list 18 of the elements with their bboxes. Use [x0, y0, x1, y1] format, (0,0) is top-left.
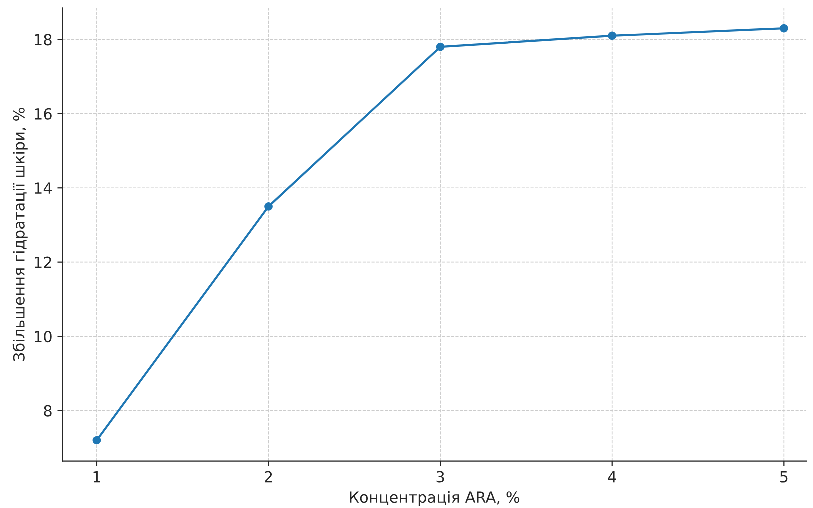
y-tick-label: 18: [35, 34, 52, 46]
x-tick-label: 4: [608, 471, 616, 483]
y-tick-label: 12: [35, 256, 52, 268]
y-axis-title: Збільшення гідратації шкіри, %: [12, 108, 28, 362]
point: [436, 42, 445, 52]
point: [264, 202, 273, 211]
x-tick-label: 1: [94, 471, 100, 483]
point: [780, 24, 788, 33]
point: [92, 436, 102, 445]
y-tick-label: 14: [35, 182, 52, 194]
y-tick-label: 16: [35, 108, 52, 120]
y-tick-label: 8: [44, 405, 52, 417]
y-tick-label: 10: [35, 331, 52, 343]
point: [608, 32, 617, 40]
x-tick-label: 2: [265, 471, 272, 483]
x-tick-label: 3: [436, 471, 444, 483]
x-axis-title: Концентрація ARA, %: [350, 491, 520, 506]
x-tick-label: 5: [780, 471, 788, 483]
